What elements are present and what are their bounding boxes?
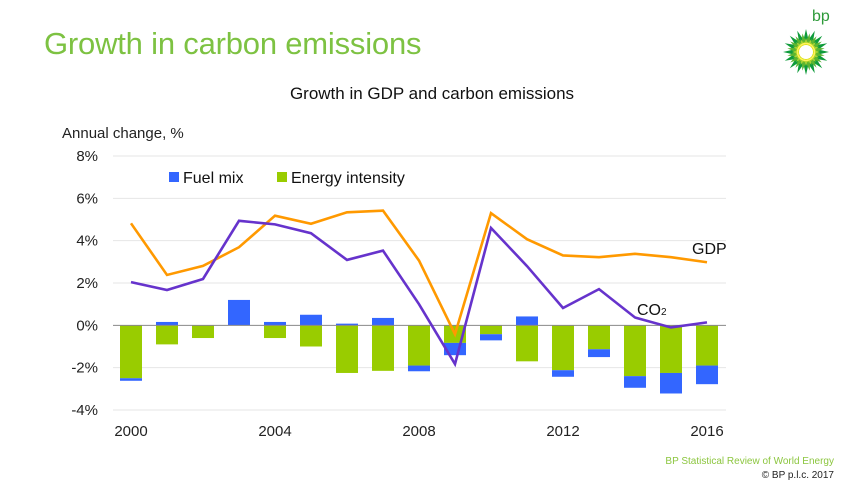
footer-source: BP Statistical Review of World Energy <box>665 456 834 467</box>
bar-fuel-mix <box>336 323 358 326</box>
legend-label-energy-intensity: Energy intensity <box>291 170 405 187</box>
bars <box>120 299 718 394</box>
lines <box>129 209 708 368</box>
bar-fuel-mix <box>516 316 538 326</box>
bar-fuel-mix <box>228 299 250 326</box>
y-tick-label: -2% <box>71 360 98 377</box>
y-tick-label: 8% <box>76 148 98 165</box>
bar-energy-intensity <box>624 325 646 377</box>
bar-energy-intensity <box>480 325 502 335</box>
helios-center <box>799 45 813 59</box>
bar-energy-intensity <box>372 325 394 371</box>
bar-fuel-mix <box>696 365 718 385</box>
bar-fuel-mix <box>156 321 178 326</box>
y-tick-label: 4% <box>76 233 98 250</box>
bar-energy-intensity <box>516 325 538 362</box>
bar-energy-intensity <box>552 325 574 371</box>
helios-icon <box>783 29 829 75</box>
bar-fuel-mix <box>552 370 574 377</box>
x-tick-label: 2004 <box>258 423 291 440</box>
x-tick-label: 2000 <box>114 423 147 440</box>
gdp-series-label: GDP <box>692 241 727 258</box>
x-tick-label: 2008 <box>402 423 435 440</box>
y-tick-label: 2% <box>76 275 98 292</box>
bar-energy-intensity <box>264 325 286 339</box>
bar-fuel-mix <box>660 372 682 394</box>
bar-energy-intensity <box>300 325 322 347</box>
bar-fuel-mix <box>480 334 502 341</box>
bar-energy-intensity <box>696 325 718 366</box>
legend-swatch-fuel-mix <box>169 172 179 182</box>
y-axis-title: Annual change, % <box>62 125 184 142</box>
footer-copyright: © BP p.l.c. 2017 <box>761 470 834 481</box>
legend-label-fuel-mix: Fuel mix <box>183 170 243 187</box>
bar-fuel-mix <box>300 314 322 326</box>
slide-title: Growth in carbon emissions <box>44 26 422 61</box>
y-axis-ticks: 8% 6% 4% 2% 0% -2% -4% <box>71 148 98 419</box>
bar-energy-intensity <box>660 325 682 373</box>
legend: Fuel mix Energy intensity <box>169 170 405 187</box>
bar-energy-intensity <box>192 325 214 339</box>
helios-ring <box>796 42 816 62</box>
x-tick-label: 2012 <box>546 423 579 440</box>
bar-fuel-mix <box>624 376 646 388</box>
bar-fuel-mix <box>588 349 610 358</box>
bar-energy-intensity <box>408 325 430 366</box>
co2-subscript: 2 <box>661 307 667 318</box>
bar-fuel-mix <box>408 365 430 372</box>
bar-fuel-mix <box>264 321 286 326</box>
x-tick-label: 2016 <box>690 423 723 440</box>
bar-energy-intensity <box>588 325 610 350</box>
bar-fuel-mix <box>372 317 394 326</box>
bar-energy-intensity <box>156 325 178 345</box>
y-tick-label: 6% <box>76 190 98 207</box>
line-gdp <box>129 209 708 338</box>
y-tick-label: -4% <box>71 402 98 419</box>
bar-energy-intensity <box>120 325 142 379</box>
y-tick-label: 0% <box>76 317 98 334</box>
legend-swatch-energy-intensity <box>277 172 287 182</box>
gridlines <box>113 155 726 411</box>
bp-logo-text: bp <box>812 8 830 25</box>
bar-fuel-mix <box>120 378 142 381</box>
co2-series-label: CO2 <box>637 302 667 319</box>
bar-energy-intensity <box>336 325 358 373</box>
x-axis-ticks: 2000 2004 2008 2012 2016 <box>114 423 723 440</box>
chart-title: Growth in GDP and carbon emissions <box>289 84 575 103</box>
